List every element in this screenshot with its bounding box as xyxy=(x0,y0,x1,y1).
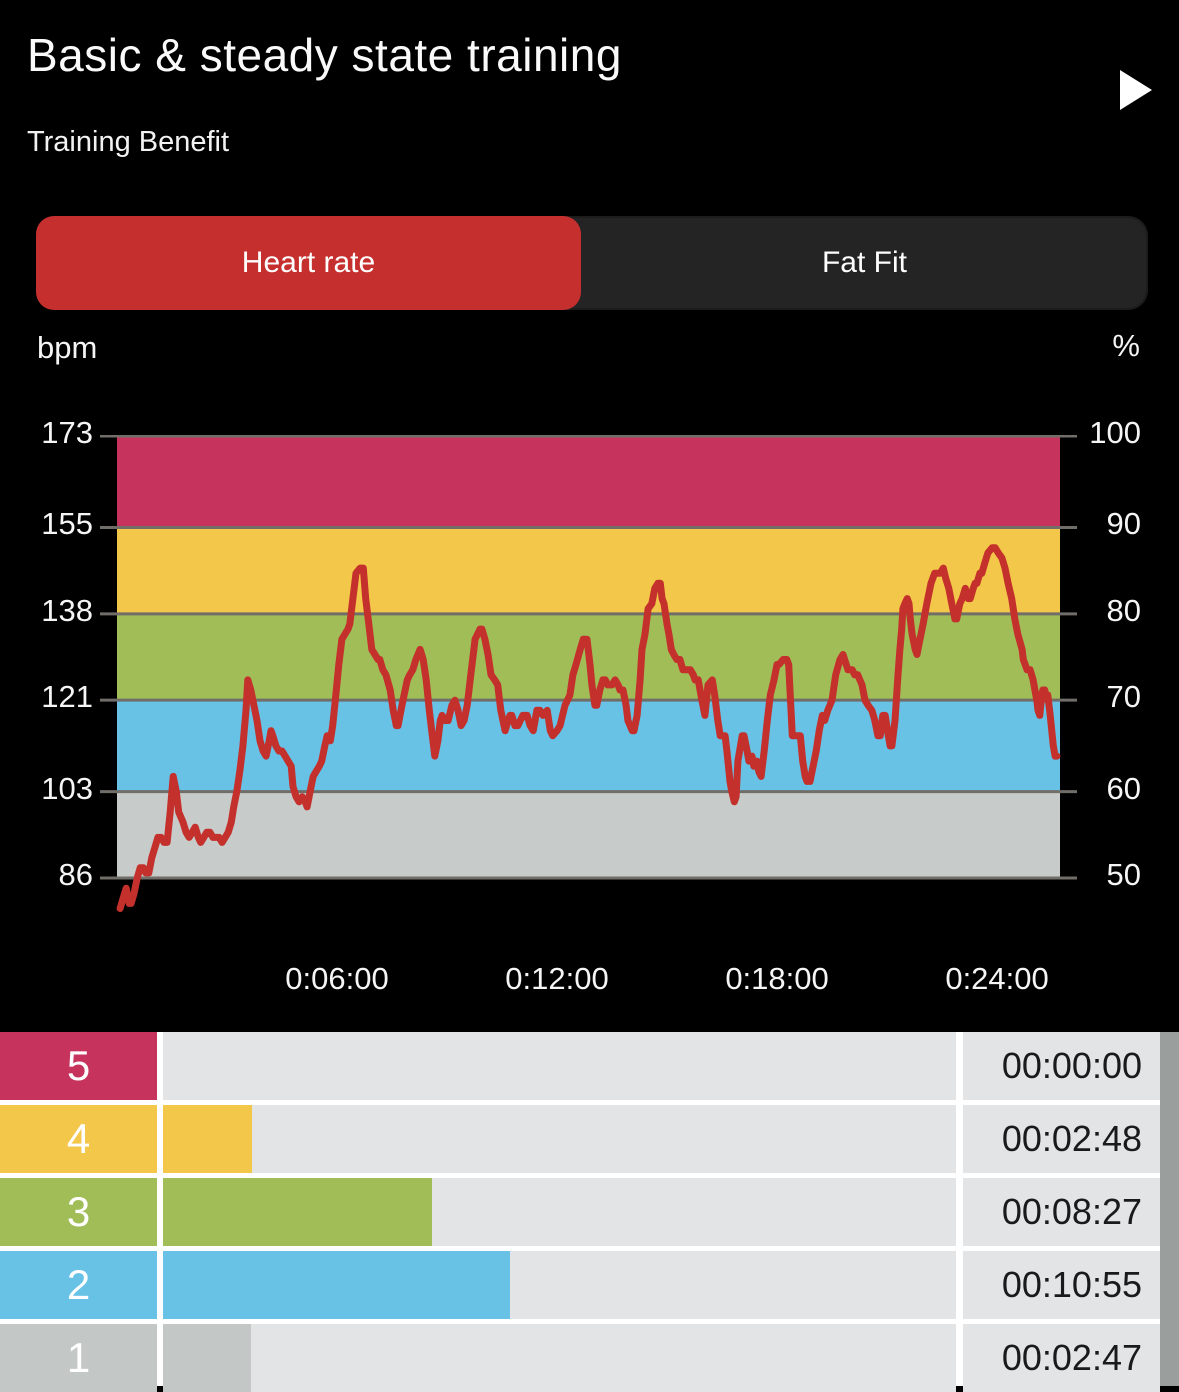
zone-band-1 xyxy=(117,791,1060,878)
summary-row-zone-3: 3 00:08:27 xyxy=(0,1178,1179,1246)
y-axis-unit-percent: % xyxy=(1112,328,1140,363)
y-tick-bpm-155: 155 xyxy=(41,506,93,542)
zone-band-4 xyxy=(117,527,1060,614)
y-tick-bpm-86: 86 xyxy=(58,857,93,892)
zone-number-label: 2 xyxy=(0,1251,157,1319)
zone-time-bar-track xyxy=(163,1105,956,1173)
zone-time-bar-track xyxy=(163,1032,956,1100)
zone-time-value: 00:10:55 xyxy=(963,1251,1160,1319)
zone-number-label: 4 xyxy=(0,1105,157,1173)
summary-row-zone-1: 1 00:02:47 xyxy=(0,1324,1179,1392)
zone-number-label: 3 xyxy=(0,1178,157,1246)
grid-lines xyxy=(100,435,1077,880)
zone-time-value: 00:08:27 xyxy=(963,1178,1160,1246)
zone-time-value: 00:02:47 xyxy=(963,1324,1160,1392)
y-tick-pct-90: 90 xyxy=(1106,506,1141,542)
tab-heart-rate[interactable]: Heart rate xyxy=(36,216,581,310)
x-tick-0:12:00: 0:12:00 xyxy=(505,961,609,996)
chart-mode-toggle: Heart rate Fat Fit xyxy=(36,216,1148,310)
y-tick-bpm-173: 173 xyxy=(41,415,93,450)
summary-row-zone-4: 4 00:02:48 xyxy=(0,1105,1179,1173)
y-tick-bpm-121: 121 xyxy=(41,679,93,715)
zone-number-label: 5 xyxy=(0,1032,157,1100)
y-axis-unit-bpm: bpm xyxy=(37,330,98,365)
zone-time-bar-track xyxy=(163,1324,956,1392)
x-tick-0:18:00: 0:18:00 xyxy=(725,961,829,996)
zone-time-bar-track xyxy=(163,1178,956,1246)
y-tick-pct-80: 80 xyxy=(1106,592,1141,628)
play-icon[interactable] xyxy=(1120,70,1152,110)
y-tick-pct-100: 100 xyxy=(1089,415,1141,450)
page-title: Basic & steady state training xyxy=(27,29,622,81)
zone-summary-table: 5 00:00:00 4 00:02:48 3 00:08:27 2 00:10:55 1 00:… xyxy=(0,1032,1179,1392)
zone-time-value: 00:00:00 xyxy=(963,1032,1160,1100)
summary-row-zone-2: 2 00:10:55 xyxy=(0,1251,1179,1319)
zone-time-bar xyxy=(163,1105,252,1173)
tab-fat-fit[interactable]: Fat Fit xyxy=(821,246,907,279)
heart-rate-line xyxy=(116,544,1061,912)
x-tick-0:06:00: 0:06:00 xyxy=(285,961,389,996)
y-tick-bpm-103: 103 xyxy=(41,770,93,806)
zone-time-bar xyxy=(163,1251,510,1319)
zone-time-bar xyxy=(163,1178,432,1246)
y-tick-pct-60: 60 xyxy=(1106,770,1141,806)
y-tick-bpm-138: 138 xyxy=(41,592,93,628)
zone-bands xyxy=(117,436,1060,878)
y-tick-pct-70: 70 xyxy=(1106,679,1141,715)
zone-time-bar-track xyxy=(163,1251,956,1319)
y-tick-pct-50: 50 xyxy=(1106,857,1141,892)
zone-number-label: 1 xyxy=(0,1324,157,1392)
summary-row-zone-5: 5 00:00:00 xyxy=(0,1032,1179,1100)
zone-band-5 xyxy=(117,436,1060,528)
scrollbar[interactable] xyxy=(1160,1032,1179,1386)
heart-rate-chart xyxy=(100,435,1077,912)
zone-time-bar xyxy=(163,1324,252,1392)
x-tick-0:24:00: 0:24:00 xyxy=(945,961,1049,996)
zone-time-value: 00:02:48 xyxy=(963,1105,1160,1173)
training-benefit-label: Training Benefit xyxy=(27,126,230,158)
